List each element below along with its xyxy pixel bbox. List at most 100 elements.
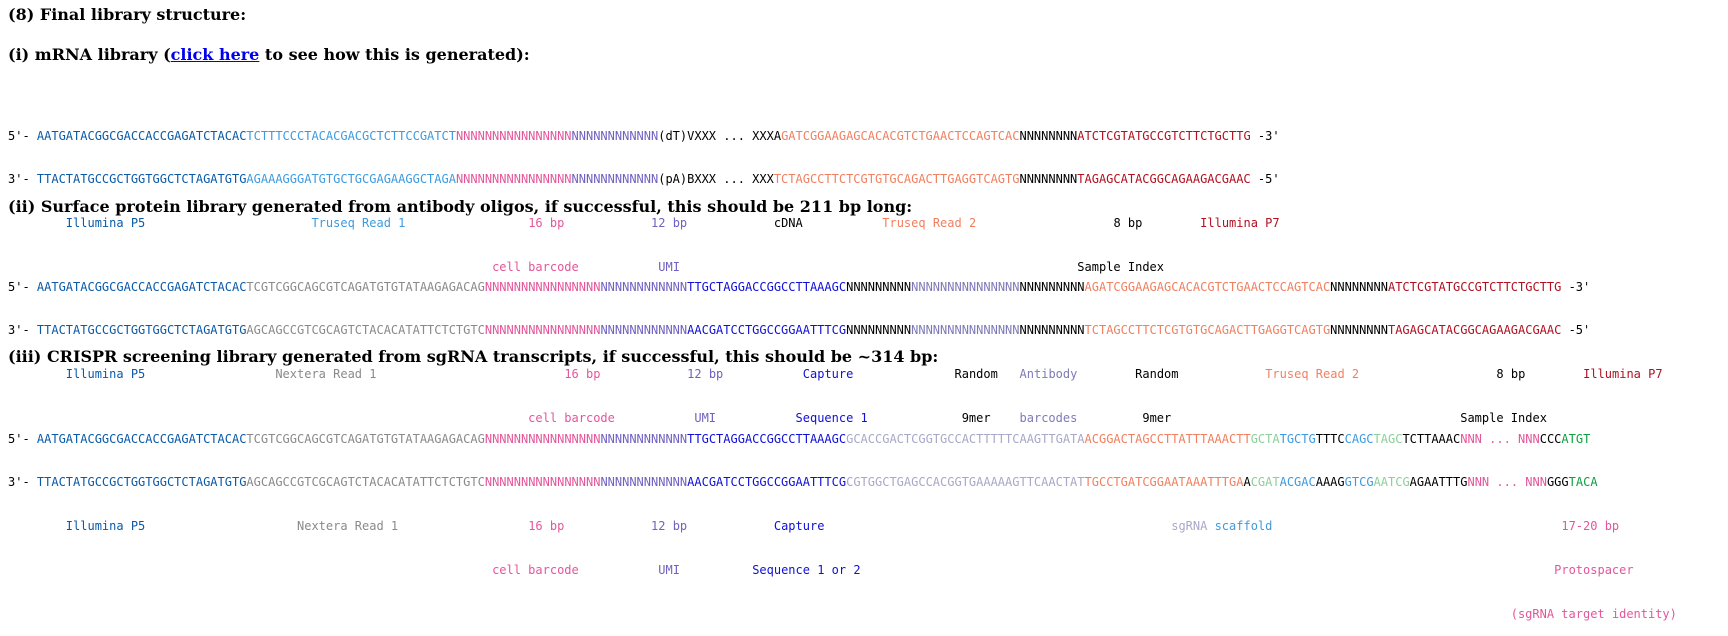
sequence-segment: NNNNNNNNNNNNNNNN xyxy=(484,280,601,294)
protein-bottom-strand: 3'- TTACTATGCCGCTGGTGGCTCTAGATGTGAGCAGCC… xyxy=(8,323,1663,338)
sequence-segment: TCTTAAAC xyxy=(1402,432,1461,446)
sequence-segment: GATCGGAAGAGCACACGTCTGAACTCCAGTCAC xyxy=(781,129,1020,143)
sequence-segment: NNNNNNNNNNNNNNN xyxy=(911,280,1020,294)
region-label: Truseq Read 2 xyxy=(882,216,977,230)
spacer xyxy=(145,216,311,230)
section-title: (8) Final library structure: xyxy=(8,5,247,24)
spacer xyxy=(8,607,1511,621)
region-label: Nextera Read 1 xyxy=(275,367,377,381)
region-label: Illumina P5 xyxy=(65,367,146,381)
region-label: Sequence 1 or 2 xyxy=(752,563,861,577)
protein-labels-row2: cell barcode UMI Sequence 1 9mer barcode… xyxy=(8,410,1663,426)
protein-diagram: 5'- AATGATACGGCGACCACCGAGATCTACACTCGTCGG… xyxy=(8,252,1663,440)
sequence-segment: NNNNNNNNN xyxy=(846,323,912,337)
sequence-segment: TAGAGCATACGGCAGAAGACGAAC xyxy=(1387,323,1562,337)
sequence-segment: NNNNNNNNNNNN xyxy=(571,172,659,186)
spacer xyxy=(1359,367,1496,381)
spacer xyxy=(405,216,528,230)
sequence-segment: NNNNNNNNNNNN xyxy=(571,129,659,143)
region-label: Illumina P5 xyxy=(65,519,146,533)
sequence-segment: -3' xyxy=(1561,280,1591,294)
region-label: Illumina P7 xyxy=(1200,216,1280,230)
sequence-segment: GCACCGACTCGGTGCCACTTTTTCAAGTTGATA xyxy=(846,432,1085,446)
spacer xyxy=(8,216,66,230)
sequence-segment: GGG xyxy=(1546,475,1569,489)
region-label: 12 bp xyxy=(687,367,724,381)
sequence-segment: -3' xyxy=(1250,129,1280,143)
mrna-diagram: 5'- AATGATACGGCGACCACCGAGATCTACACTCTTTCC… xyxy=(8,101,1280,289)
protein-labels-row1: Illumina P5 Nextera Read 1 16 bp 12 bp C… xyxy=(8,366,1663,382)
sequence-segment: 5'- xyxy=(8,432,37,446)
sequence-segment: TTACTATGCCGCTGGTGGCTCTAGATGTG xyxy=(36,323,247,337)
mrna-heading-suffix: to see how this is generated): xyxy=(259,45,530,64)
region-label: UMI xyxy=(658,260,680,274)
sequence-segment: NNNNNNNN xyxy=(1019,172,1078,186)
sequence-segment: A xyxy=(1243,475,1251,489)
sequence-segment: AACGATCCTGGCCGGAATTTCG xyxy=(687,475,847,489)
mrna-heading: (i) mRNA library (click here to see how … xyxy=(8,45,530,64)
region-label: Capture xyxy=(773,519,825,533)
spacer xyxy=(803,216,882,230)
region-label: 9mer xyxy=(961,411,991,425)
spacer xyxy=(1142,216,1200,230)
region-label: barcodes xyxy=(1019,411,1078,425)
sequence-segment: NNNNNNNNNNNNNNNN xyxy=(455,129,572,143)
spacer xyxy=(8,367,66,381)
sequence-segment: CGTGGCTGAGCCACGGTGAAAAAGTTCAACTAT xyxy=(846,475,1085,489)
spacer xyxy=(579,563,658,577)
spacer xyxy=(680,563,752,577)
spacer xyxy=(976,216,1113,230)
spacer xyxy=(1525,367,1583,381)
sequence-segment: TTGCTAGGACCGGCCTTAAAGC xyxy=(687,432,847,446)
sequence-segment: ATCTCGTATGCCGTCTTCTGCTTG xyxy=(1077,129,1251,143)
sequence-segment: ATGT xyxy=(1561,432,1591,446)
crispr-diagram: 5'- AATGATACGGCGACCACCGAGATCTACACTCGTCGG… xyxy=(8,404,1677,636)
spacer xyxy=(861,563,1555,577)
spacer xyxy=(1077,367,1135,381)
spacer xyxy=(1272,519,1561,533)
region-label: 16 bp xyxy=(564,367,601,381)
sequence-segment: NNNNNNNNNNNN xyxy=(600,432,688,446)
sequence-segment: GTCG xyxy=(1344,475,1374,489)
crispr-top-strand: 5'- AATGATACGGCGACCACCGAGATCTACACTCGTCGG… xyxy=(8,432,1677,447)
sequence-segment: -5' xyxy=(1561,323,1591,337)
sequence-segment: TCGTCGGCAGCGTCAGATGTGTATAAGAGACAG xyxy=(246,280,485,294)
sequence-segment: CCC xyxy=(1539,432,1562,446)
region-label: UMI xyxy=(694,411,717,425)
spacer xyxy=(600,367,687,381)
region-label: Sample Index xyxy=(1460,411,1547,425)
sequence-segment: (dT)VXXX ... XXXA xyxy=(658,129,782,143)
region-label: 8 bp xyxy=(1113,216,1143,230)
region-label: cDNA xyxy=(773,216,803,230)
mrna-labels-row1: Illumina P5 Truseq Read 1 16 bp 12 bp cD… xyxy=(8,215,1280,231)
sequence-segment: 5'- xyxy=(8,129,37,143)
spacer xyxy=(824,519,1171,533)
sequence-segment: NNNNNNNN xyxy=(1330,280,1388,294)
sequence-segment: ATCTCGTATGCCGTCTTCTGCTTG xyxy=(1387,280,1562,294)
sequence-segment: TACA xyxy=(1568,475,1598,489)
sequence-segment: -5' xyxy=(1250,172,1280,186)
sequence-segment: NNNNNNNNN xyxy=(1019,280,1085,294)
sequence-segment: NNNNNNNNNNNN xyxy=(600,323,688,337)
region-label: cell barcode xyxy=(492,260,579,274)
sequence-segment: TCTTTCCCTACACGACGCTCTTCCGATCT xyxy=(246,129,456,143)
sequence-segment: NNNNNNNN xyxy=(1330,323,1388,337)
region-label: Illumina P5 xyxy=(65,216,146,230)
sequence-segment: NNNNNNNNNNNNNNNN xyxy=(484,323,601,337)
spacer xyxy=(8,563,492,577)
region-label: Truseq Read 1 xyxy=(311,216,406,230)
sequence-segment: GCTA xyxy=(1250,432,1280,446)
sequence-segment: NNNNNNNNN xyxy=(846,280,912,294)
sequence-segment: AGCAGCCGTCGCAGTCTACACATATTCTCTGTC xyxy=(246,323,485,337)
click-here-link[interactable]: click here xyxy=(170,45,260,64)
sequence-segment: AATCG xyxy=(1373,475,1410,489)
region-label: 16 bp xyxy=(528,519,565,533)
sequence-segment: NNNNNNNNNNNNNNNN xyxy=(455,172,572,186)
region-label: sgRNA xyxy=(1171,519,1208,533)
region-label: Random xyxy=(1135,367,1179,381)
region-label: Nextera Read 1 xyxy=(297,519,399,533)
spacer xyxy=(145,519,297,533)
sequence-segment: TTTC xyxy=(1315,432,1345,446)
sequence-segment: 3'- xyxy=(8,475,37,489)
sequence-segment: 3'- xyxy=(8,323,37,337)
